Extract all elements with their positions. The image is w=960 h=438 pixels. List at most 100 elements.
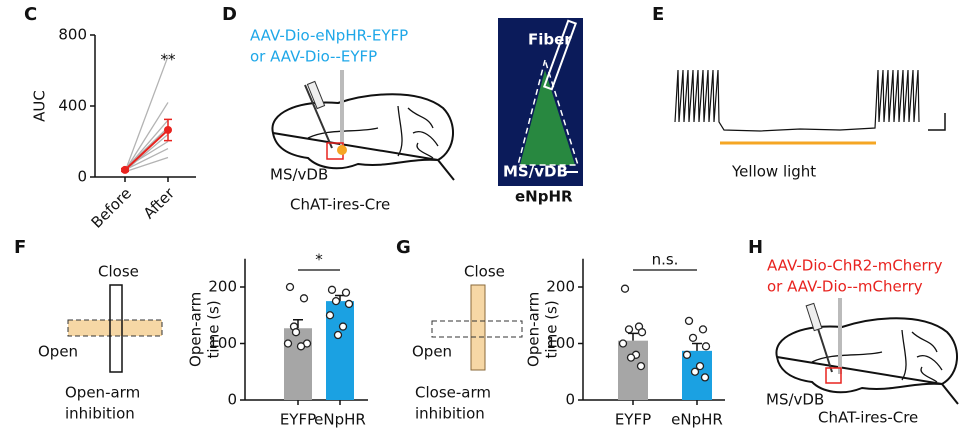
data-point [291,328,301,337]
mean-point [164,125,172,134]
data-point [338,322,348,331]
light-spot [337,145,347,155]
series-line [124,102,169,172]
data-point [695,361,705,371]
fiber-label: Fiber [528,31,572,49]
data-point [698,325,708,334]
y-tick-label: 0 [227,391,237,409]
y-tick-label: 200 [546,278,575,296]
open-arm [67,319,163,337]
condition-label: inhibition [415,405,485,423]
panel-letter: H [748,237,763,258]
x-tick-label: EYFP [280,411,316,429]
data-point [327,285,337,294]
injection-needle [304,84,333,149]
data-point [624,325,634,334]
data-point [620,284,630,293]
bar [284,328,312,400]
x-tick-label: EYFP [615,411,651,429]
region-label: MS/vDB [766,391,824,409]
data-point [333,330,343,340]
panel-letter: G [396,237,411,258]
x-tick-label: eNpHR [314,411,366,429]
data-point [299,294,309,303]
region-label: MS/vDB [270,166,328,184]
voltage-trace [674,69,920,132]
syringe [306,80,326,110]
y-tick-label: 200 [208,278,237,296]
annotation: ** [161,51,177,69]
annotation: * [315,251,323,269]
fluorescence [520,70,575,165]
y-tick-label: 0 [77,168,87,186]
series-line [124,133,169,172]
y-axis-label: time (s) [205,300,223,358]
virus-label: or AAV-Dio--mCherry [767,278,923,296]
data-point [331,296,341,306]
close-label: Close [464,263,505,281]
data-point [325,311,335,320]
series-line [124,129,169,171]
condition-label: Close-arm [415,384,491,402]
y-axis-label: AUC [31,90,49,122]
mean-point [121,165,129,174]
y-axis-label: time (s) [543,300,561,358]
close-arm [109,284,123,373]
syringe [805,302,823,332]
scale-bar [928,113,946,131]
x-tick-label: After [140,184,179,223]
bar [618,340,648,400]
panel-letter: E [652,4,664,25]
data-point [700,373,710,382]
mouse-label: ChAT-ires-Cre [818,409,918,427]
data-point [636,361,646,371]
y-axis-label: Open-arm [187,292,205,367]
data-point [296,342,306,351]
region-outline [517,57,580,166]
data-point [341,288,351,297]
y-tick-label: 100 [546,334,575,352]
data-point [690,367,700,376]
data-point [637,328,647,337]
error-bar [628,332,638,341]
y-tick-label: 100 [208,334,237,352]
data-point [684,316,694,326]
y-axis-label: Open-arm [525,292,543,367]
open-label: Open [38,343,78,361]
annotation: n.s. [652,251,679,269]
x-tick-label: eNpHR [671,411,723,429]
data-point [701,342,711,351]
data-point [688,333,698,343]
y-tick-label: 0 [565,391,575,409]
open-label: Open [412,343,452,361]
data-point [344,299,354,309]
y-tick-label: 800 [58,26,87,44]
error-bar [692,342,702,351]
panel-letter: F [14,237,26,258]
series-line [124,148,169,171]
target-box [825,367,842,384]
close-label: Close [98,263,139,281]
data-point [285,282,295,292]
stimulus-label: Yellow light [731,163,816,181]
condition-label: inhibition [65,405,135,423]
image-region-label: MS/vDB [503,163,568,181]
image-label: eNpHR [515,188,573,206]
virus-label: AAV-Dio-ChR2-mCherry [767,257,943,275]
panel-letter: C [24,4,37,25]
data-point [682,350,692,359]
y-tick-label: 400 [58,97,87,115]
series-line [124,56,169,172]
close-arm [470,284,486,371]
data-point [618,339,628,348]
data-point [626,353,636,362]
x-tick-label: Before [88,184,135,231]
virus-label: AAV-Dio-eNpHR-EYFP [250,27,408,45]
panel-letter: D [222,4,237,25]
fiber-track [542,19,578,91]
data-point [283,339,293,348]
mouse-label: ChAT-ires-Cre [290,196,390,214]
series-line [124,156,169,173]
virus-label: or AAV-Dio--EYFP [250,48,377,66]
